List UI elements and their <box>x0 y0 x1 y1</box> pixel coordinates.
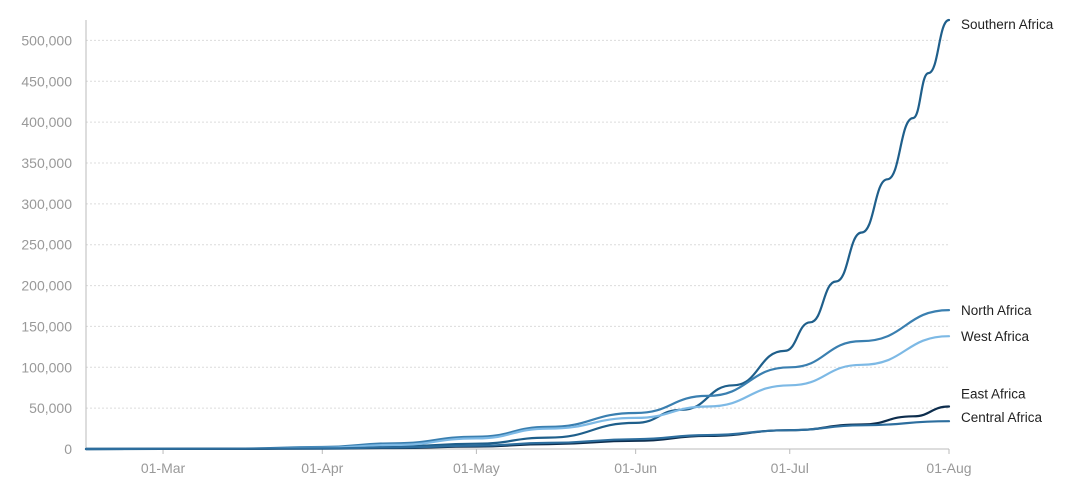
y-tick-label: 400,000 <box>21 114 72 130</box>
x-tick-label: 01-Apr <box>301 460 343 476</box>
series-labels: Southern Africa North Africa West Africa Ea… <box>961 17 1054 425</box>
y-tick-label: 300,000 <box>21 196 72 212</box>
y-tick-label: 50,000 <box>29 400 72 416</box>
x-tick-label: 01-May <box>453 460 500 476</box>
y-tick-label: 450,000 <box>21 73 72 89</box>
series-label-north-africa: North Africa <box>961 303 1032 318</box>
series-label-southern-africa: Southern Africa <box>961 17 1054 32</box>
axes: 0 50,000 100,000 150,000 200,000 250,000 300,0… <box>21 20 972 476</box>
y-tick-label: 200,000 <box>21 278 72 294</box>
grid <box>86 39 949 409</box>
x-tick-label: 01-Jun <box>614 460 657 476</box>
series-line-central-africa <box>84 420 951 451</box>
series-label-east-africa: East Africa <box>961 387 1026 402</box>
series-label-west-africa: West Africa <box>961 329 1030 344</box>
series-label-central-africa: Central Africa <box>961 410 1043 425</box>
y-tick-label: 0 <box>64 441 72 457</box>
series-lines <box>84 18 951 451</box>
y-tick-label: 100,000 <box>21 359 72 375</box>
x-tick-label: 01-Jul <box>771 460 809 476</box>
series-line-southern-africa <box>84 18 951 451</box>
y-tick-label: 500,000 <box>21 32 72 48</box>
series-line-west-africa <box>84 335 951 451</box>
x-tick-label: 01-Aug <box>926 460 971 476</box>
x-tick-label: 01-Mar <box>141 460 186 476</box>
y-tick-label: 250,000 <box>21 237 72 253</box>
y-tick-label: 150,000 <box>21 318 72 334</box>
y-tick-label: 350,000 <box>21 155 72 171</box>
